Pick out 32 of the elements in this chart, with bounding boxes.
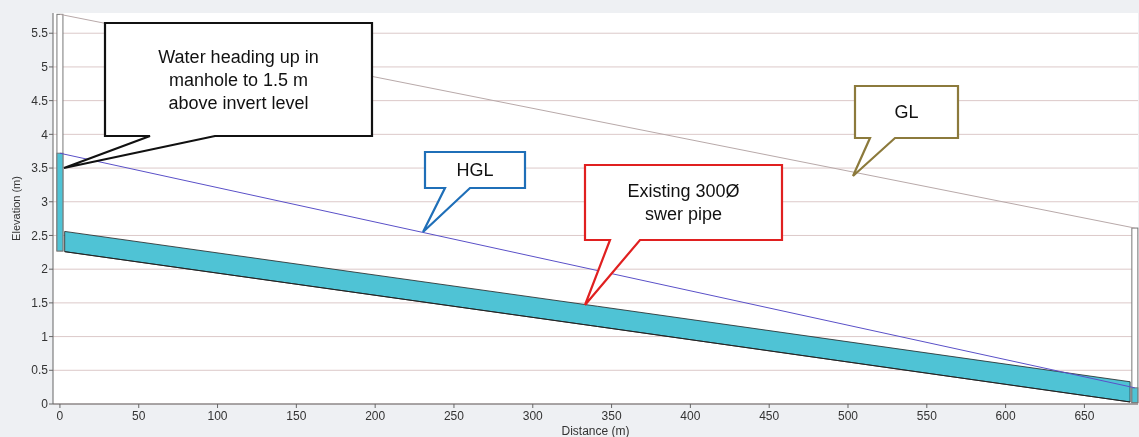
x-tick-label: 250 bbox=[443, 409, 465, 423]
x-tick-label: 200 bbox=[365, 409, 386, 423]
annotation: Existing 300Ø swer pipe bbox=[627, 181, 740, 225]
y-tick-label: 3 bbox=[41, 194, 49, 209]
x-tick-label: 400 bbox=[680, 409, 701, 423]
x-tick-label: 600 bbox=[995, 409, 1016, 423]
annotation: HGL bbox=[456, 160, 494, 181]
y-tick-label: 1 bbox=[41, 329, 49, 344]
y-tick-label: 4.5 bbox=[31, 93, 49, 108]
y-tick-label: 2.5 bbox=[31, 228, 49, 243]
x-tick-label: 650 bbox=[1074, 409, 1095, 423]
x-tick-label: 450 bbox=[759, 409, 780, 423]
y-tick-label: 5 bbox=[41, 60, 49, 75]
x-tick-label: 500 bbox=[837, 409, 859, 423]
y-tick-label: 1.5 bbox=[31, 296, 49, 311]
y-tick-label: 5.5 bbox=[31, 26, 49, 41]
x-tick-label: 550 bbox=[916, 409, 938, 423]
x-tick-label: 300 bbox=[522, 409, 544, 423]
x-tick-label: 100 bbox=[207, 409, 228, 423]
x-tick-label: 50 bbox=[132, 409, 146, 423]
y-tick-label: 3.5 bbox=[31, 161, 49, 176]
x-tick-label: 150 bbox=[286, 409, 307, 423]
annotation: Water heading up in manhole to 1.5 m above invert level bbox=[158, 46, 319, 113]
x-axis-title: Distance (m) bbox=[561, 424, 630, 437]
annotation: GL bbox=[894, 102, 919, 123]
x-tick-label: 0 bbox=[56, 409, 64, 423]
y-tick-label: 4 bbox=[41, 127, 49, 142]
y-tick-label: 0.5 bbox=[31, 363, 49, 378]
x-tick-label: 350 bbox=[601, 409, 622, 423]
y-axis-title: Elevation (m) bbox=[10, 176, 22, 241]
y-tick-label: 2 bbox=[41, 262, 49, 277]
y-tick-label: 0 bbox=[41, 397, 49, 412]
